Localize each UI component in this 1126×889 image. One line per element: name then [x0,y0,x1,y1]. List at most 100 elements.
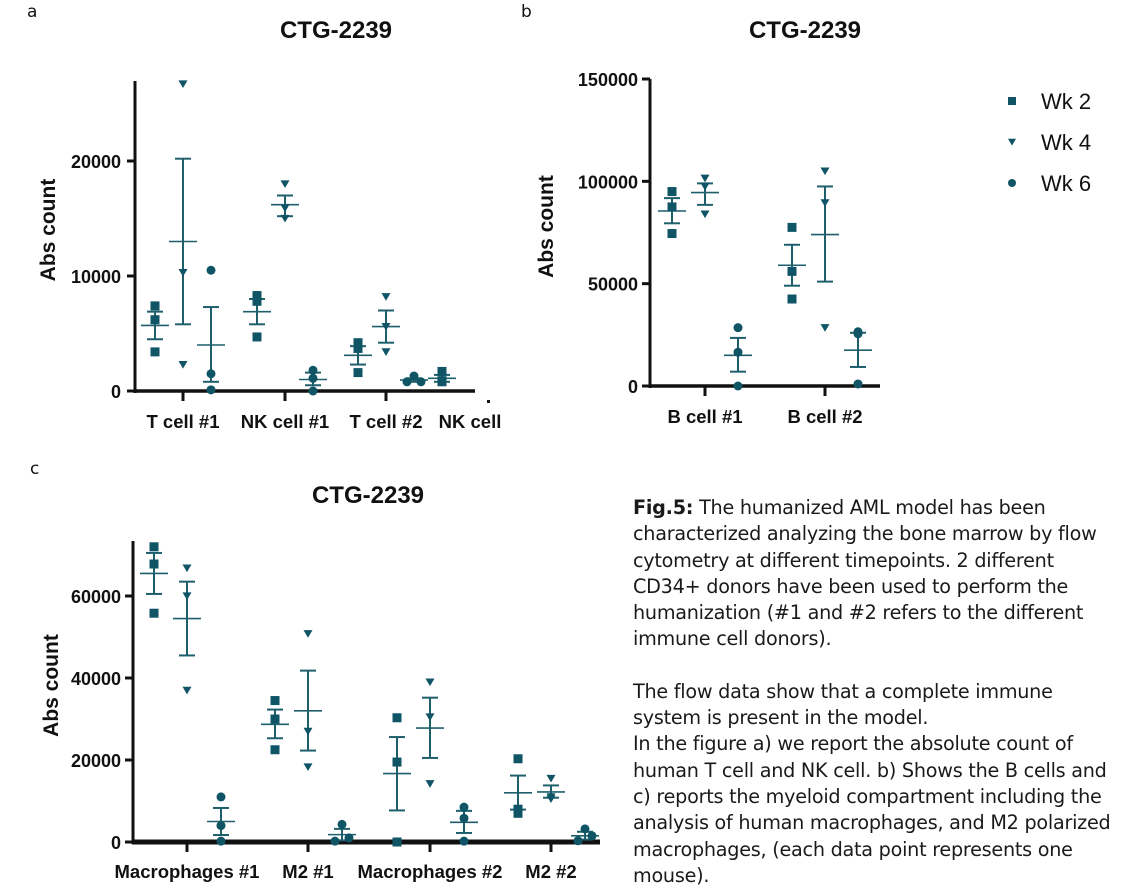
data-point-wk2 [150,315,160,325]
legend-marker-wk6 [1008,179,1016,187]
data-point-wk2 [437,366,447,376]
figure-caption: Fig.5: The humanized AML model has been … [633,495,1113,889]
data-point-wk4 [381,293,391,301]
data-point-wk4 [178,80,188,88]
y-tick-label-a: 0 [111,382,121,402]
data-point-wk4 [820,199,830,207]
x-tick-label-a: T cell #2 [349,411,422,432]
caption-fig-label: Fig.5: [633,496,694,519]
data-point-wk2 [270,714,280,724]
data-point-wk6 [308,365,318,375]
data-point-wk2 [392,757,402,767]
caption-paragraph-2: The flow data show that a complete immun… [633,679,1053,730]
data-point-wk6 [206,265,216,275]
data-point-wk2 [513,754,523,764]
data-point-wk4 [280,214,290,223]
data-point-wk2 [353,338,363,348]
data-point-wk4 [700,174,710,183]
data-point-wk6 [573,836,583,846]
data-point-wk6 [337,819,347,829]
data-point-wk2 [149,608,159,618]
data-point-wk2 [392,713,402,723]
caption-paragraph-1: Fig.5: The humanized AML model has been … [633,495,1113,653]
data-point-wk2 [513,808,523,818]
data-point-wk2 [787,266,797,276]
data-point-wk2 [667,187,677,197]
data-point-wk6 [344,833,354,843]
x-tick-label-b: B cell #2 [787,406,862,427]
data-point-wk2 [270,745,280,755]
data-point-wk4 [546,774,556,783]
data-point-wk6 [580,824,590,834]
data-point-wk6 [853,379,863,389]
legend-label-wk6: Wk 6 [1041,171,1091,196]
caption-paragraph-3: In the figure a) we report the absolute … [633,732,1111,887]
panel-label-a: a [27,2,38,22]
y-axis-label-c: Abs count [40,634,63,737]
data-point-wk2 [150,347,160,357]
data-point-wk4 [425,713,435,721]
y-tick-label-a: 10000 [71,267,121,287]
data-point-wk6 [308,373,318,383]
data-point-wk4 [425,678,435,687]
data-point-wk4 [425,780,435,788]
y-tick-label-b: 150000 [578,70,638,90]
data-point-wk6 [216,792,226,802]
x-tick-label-a: NK cell #1 [241,411,329,432]
x-tick-label-b: B cell #1 [667,406,742,427]
chart-title-a: CTG-2239 [280,17,392,44]
x-tick-label-c: M2 #1 [282,861,333,882]
data-point-wk4 [178,268,188,277]
data-point-wk6 [733,323,743,333]
data-point-wk2 [667,202,677,212]
data-point-wk6 [459,836,469,846]
data-point-wk6 [409,371,419,381]
data-point-wk4 [546,795,556,803]
data-point-wk4 [700,210,710,219]
data-point-wk4 [381,348,391,356]
x-tick-label-c: Macrophages #1 [115,861,260,882]
data-point-wk6 [733,381,743,391]
data-point-wk4 [280,204,290,213]
data-point-wk6 [459,802,469,812]
data-point-wk6 [308,386,318,396]
x-tick-label-a: T cell #1 [146,411,219,432]
chart-title-c: CTG-2239 [312,482,424,509]
x-tick-label-c: M2 #2 [525,861,576,882]
legend-marker-wk2 [1008,97,1016,105]
data-point-wk4 [280,180,290,189]
data-point-wk6 [206,385,216,395]
data-point-wk6 [330,836,340,846]
data-point-wk2 [252,291,262,301]
stray-dot-a [487,400,490,403]
y-tick-label-b: 100000 [578,172,638,192]
caption-text-1: The humanized AML model has been charact… [633,496,1097,651]
data-point-wk2 [270,696,280,706]
data-point-wk4 [700,182,710,191]
data-point-wk4 [303,763,313,772]
data-point-wk6 [853,329,863,339]
panel-label-c: c [30,459,40,479]
data-point-wk4 [303,630,313,638]
data-point-wk4 [182,564,192,573]
data-point-wk6 [459,813,469,823]
data-point-wk2 [787,222,797,232]
data-point-wk4 [820,167,830,176]
data-point-wk6 [206,369,216,379]
data-point-wk2 [787,294,797,304]
data-point-wk4 [303,727,313,736]
y-axis-label-a: Abs count [37,179,60,282]
data-point-wk4 [381,323,391,331]
data-point-wk2 [149,542,159,552]
legend-label-wk2: Wk 2 [1041,89,1091,114]
data-point-wk4 [182,592,192,601]
data-point-wk2 [353,368,363,378]
data-point-wk4 [820,324,830,332]
data-point-wk2 [667,229,677,239]
y-tick-label-c: 20000 [71,751,121,771]
x-tick-label-c: Macrophages #2 [358,861,503,882]
y-tick-label-c: 60000 [71,587,121,607]
